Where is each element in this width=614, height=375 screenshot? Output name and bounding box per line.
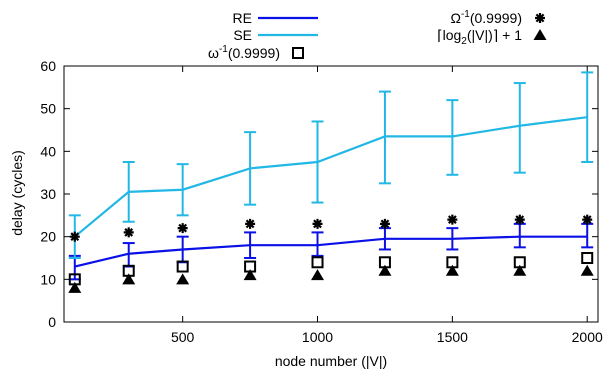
y-tick-label: 10 [40,271,56,287]
plot-frame [63,65,599,323]
asterisk-strokes [514,214,525,225]
y-tick-label: 60 [40,58,56,74]
data-point [245,218,256,229]
data-point [513,264,527,276]
asterisk-strokes [245,218,256,229]
plot-border [63,65,599,323]
series-3 [69,214,593,242]
y-axis-label: delay (cycles) [9,150,25,236]
data-point [176,260,189,273]
data-point [176,273,190,285]
series-line [74,116,588,238]
asterisk-strokes [312,218,323,229]
data-point [123,227,134,238]
legend-sample [292,47,304,59]
x-axis: 500 1000 1500 2000 [171,66,603,345]
data-point [514,214,525,225]
data-point [243,269,257,281]
data-point [447,214,458,225]
data-point [122,273,136,285]
legend-sample [535,13,545,23]
data-point [379,218,390,229]
x-tick-label: 500 [171,329,195,345]
data-point [580,264,594,276]
data-point [312,218,323,229]
series-0 [68,222,594,281]
y-axis: 0 10 20 30 40 50 60 [40,58,598,330]
asterisk-strokes [177,223,188,234]
asterisk-strokes [582,214,593,225]
data-point [69,231,80,242]
legend-label: ω-1(0.9999) [208,44,280,61]
series-line [74,235,588,268]
asterisk-strokes [379,218,390,229]
data-point [581,252,594,264]
y-tick-label: 40 [40,143,56,159]
asterisk-strokes [69,231,80,242]
error-bar [513,82,526,174]
data-point [68,281,82,293]
data-point [445,264,459,276]
y-tick-label: 30 [40,186,56,202]
y-tick-label: 20 [40,229,56,245]
legend-label: RE [233,10,252,26]
data-point [311,256,324,269]
y-tick-label: 50 [40,101,56,117]
y-tick-label: 0 [48,314,56,330]
series-2 [68,252,594,286]
x-tick-label: 1500 [437,329,468,345]
asterisk-strokes [535,13,545,23]
legend-label: ⌈log2(|V|)⌉ + 1 [437,27,522,47]
x-axis-label: node number (|V|) [275,353,387,369]
series-layer [68,71,594,293]
data-point [582,214,593,225]
series-1 [68,71,594,259]
data-point [177,223,188,234]
data-point [311,269,325,281]
legend-label: Ω-1(0.9999) [450,9,522,26]
asterisk-strokes [123,227,134,238]
legend-label: SE [233,27,252,43]
data-point [378,264,392,276]
series-4 [68,264,594,293]
x-tick-label: 1000 [302,329,333,345]
asterisk-strokes [447,214,458,225]
legend-sample [533,29,547,40]
x-tick-label: 2000 [572,329,603,345]
